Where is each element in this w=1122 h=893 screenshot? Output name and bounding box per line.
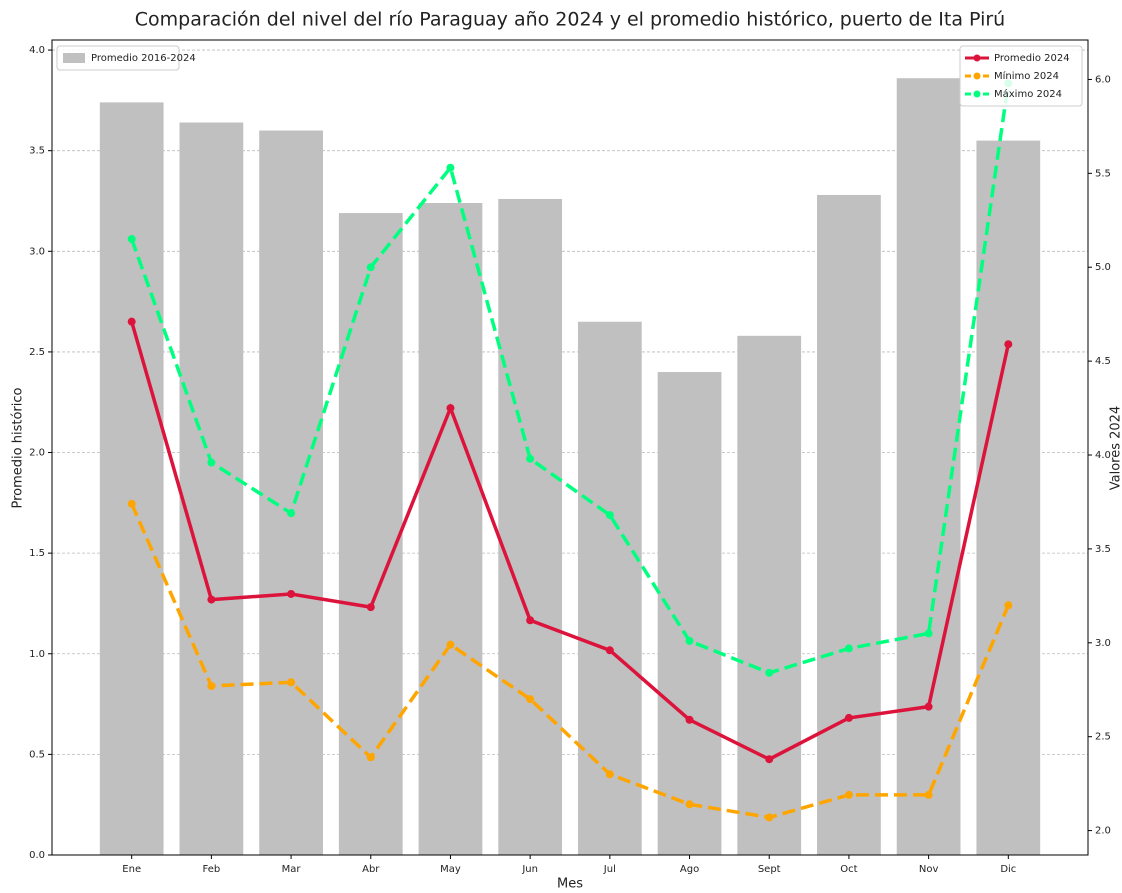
y2-tick-label: 4.0: [1095, 450, 1111, 461]
y-tick-label: 0.5: [29, 749, 45, 760]
marker: [605, 646, 614, 655]
marker: [765, 813, 774, 822]
x-tick-label: Jun: [521, 864, 538, 875]
marker: [765, 755, 774, 764]
y2-axis-label: Valores 2024: [1109, 406, 1122, 490]
x-tick-label: Dic: [1000, 864, 1016, 875]
bar: [99, 102, 164, 856]
marker: [526, 454, 535, 463]
y-tick-label: 1.0: [29, 649, 45, 660]
marker: [685, 715, 694, 724]
bar: [179, 122, 244, 856]
marker: [685, 800, 694, 809]
x-tick-label: Oct: [840, 864, 857, 875]
legend: Promedio 2024 Mínimo 2024 Máximo 2024: [959, 45, 1083, 107]
plot-frame: [51, 39, 1089, 856]
y-tick-label: 4.0: [29, 45, 45, 56]
y2-tick-label: 4.5: [1095, 356, 1111, 367]
legend-box: [56, 45, 180, 71]
y-tick-label: 0.0: [29, 850, 45, 861]
y2-tick-label: 5.5: [1095, 168, 1111, 179]
legend-marker: [973, 54, 981, 62]
bar: [976, 140, 1041, 855]
marker: [605, 770, 614, 779]
x-tick-label: May: [440, 864, 461, 875]
marker: [844, 644, 853, 653]
x-tick-label: Ago: [680, 864, 699, 875]
legend-label: Promedio 2016-2024: [91, 53, 196, 64]
bar: [657, 372, 722, 855]
marker: [526, 616, 535, 625]
y2-tick-label: 5.0: [1095, 262, 1111, 273]
bar: [498, 198, 563, 855]
chart-title: Comparación del nivel del río Paraguay a…: [135, 9, 1005, 31]
legend-label: Mínimo 2024: [994, 70, 1059, 82]
bar: [896, 78, 961, 856]
marker: [924, 790, 933, 799]
marker: [366, 603, 375, 612]
marker: [207, 458, 216, 467]
legend-marker: [973, 90, 981, 98]
marker: [526, 695, 535, 704]
x-tick-label: Sept: [758, 864, 781, 875]
y-tick-label: 2.0: [29, 448, 45, 459]
bar: [817, 194, 881, 855]
marker: [685, 636, 694, 645]
y2-tick-label: 2.0: [1095, 826, 1111, 837]
legend-label: Promedio 2024: [994, 53, 1070, 64]
bar: [259, 130, 323, 856]
marker: [924, 702, 933, 711]
y2-tick-label: 2.5: [1095, 732, 1111, 743]
line: [130, 321, 1011, 762]
marker: [366, 263, 375, 272]
marker: [446, 163, 455, 172]
marker: [1004, 340, 1013, 349]
marker: [844, 713, 853, 722]
x-tick-label: Jul: [603, 864, 616, 875]
legend-marker: [973, 72, 981, 80]
marker: [605, 511, 614, 520]
bar: [577, 321, 642, 855]
line: [130, 503, 1010, 820]
bar: [737, 335, 802, 855]
marker: [127, 235, 136, 244]
y2-tick-label: 3.0: [1095, 638, 1111, 649]
marker: [287, 509, 296, 518]
y2-tick-label: 6.0: [1095, 74, 1111, 85]
legend-box: [959, 45, 1083, 107]
legend-label: Máximo 2024: [994, 88, 1062, 100]
x-tick-label: Feb: [203, 864, 221, 875]
y-axis-label: Promedio histórico: [11, 387, 26, 508]
marker: [287, 678, 296, 687]
x-tick-label: Nov: [919, 864, 939, 875]
y-tick-label: 3.0: [29, 246, 45, 257]
legend: Promedio 2016-2024: [56, 45, 196, 71]
marker: [127, 499, 136, 508]
marker: [1004, 601, 1013, 610]
x-axis-label: Mes: [557, 877, 583, 892]
x-tick-label: Ene: [122, 864, 141, 875]
marker: [207, 681, 216, 690]
marker: [924, 629, 933, 638]
marker: [127, 317, 136, 326]
y2-tick-label: 3.5: [1095, 544, 1111, 555]
y-tick-label: 1.5: [29, 548, 45, 559]
legend-swatch: [63, 53, 85, 63]
line: [130, 82, 1011, 675]
bar: [418, 203, 483, 855]
marker: [287, 589, 296, 598]
bar: [338, 213, 403, 856]
y-tick-label: 2.5: [29, 347, 45, 358]
x-tick-label: Abr: [362, 864, 380, 875]
x-tick-label: Mar: [282, 864, 302, 875]
marker: [844, 790, 853, 799]
marker: [207, 595, 216, 604]
y-tick-label: 3.5: [29, 146, 45, 157]
marker: [446, 640, 455, 649]
marker: [446, 404, 455, 413]
marker: [366, 753, 375, 762]
marker: [765, 668, 774, 677]
